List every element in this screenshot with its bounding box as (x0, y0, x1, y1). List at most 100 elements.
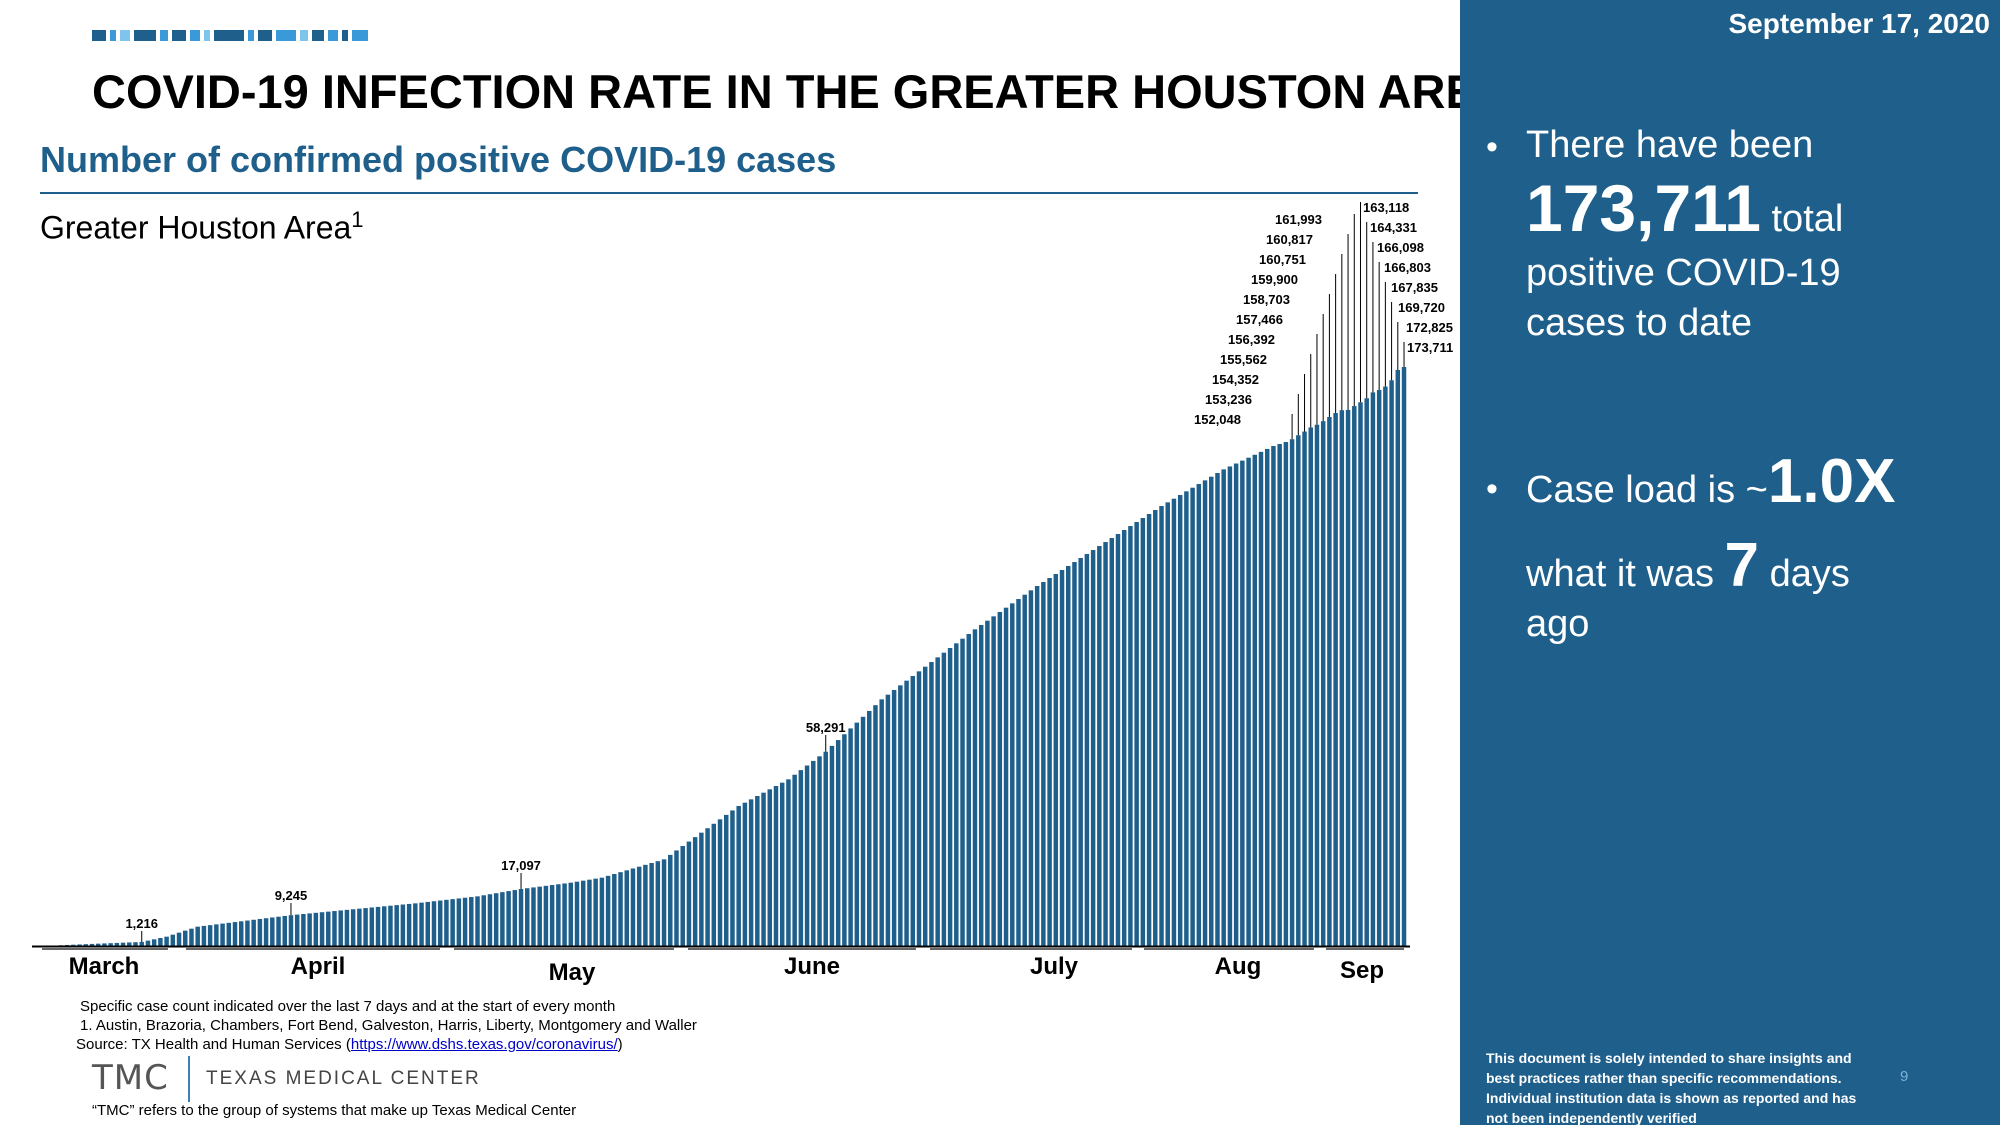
data-label: 169,720 (1398, 300, 1445, 315)
bar (1215, 473, 1220, 946)
bar (823, 751, 828, 946)
strip-segment (300, 30, 308, 41)
data-label: 164,331 (1370, 220, 1417, 235)
bar (1103, 542, 1108, 946)
org-name: TEXAS MEDICAL CENTER (206, 1068, 481, 1089)
bar (332, 911, 337, 946)
bar (543, 885, 549, 946)
bar (1190, 487, 1195, 946)
bar (724, 814, 729, 946)
bar (686, 841, 692, 946)
data-label: 9,245 (275, 888, 308, 903)
bar (985, 620, 990, 946)
bar (232, 922, 238, 946)
bar (1109, 538, 1115, 946)
data-label: 172,825 (1406, 320, 1453, 335)
bar (1383, 386, 1388, 947)
bar (276, 916, 281, 946)
bar (605, 875, 611, 946)
bar (369, 907, 375, 946)
bar (133, 942, 138, 946)
strip-segment (92, 30, 106, 41)
bar (1258, 451, 1264, 946)
bar (1128, 526, 1133, 946)
bar (1028, 590, 1034, 946)
data-label: 157,466 (1236, 312, 1283, 327)
bar (1370, 392, 1376, 946)
footnote-counties: 1. Austin, Brazoria, Chambers, Fort Bend… (80, 1017, 697, 1034)
bar (748, 799, 754, 946)
bar (1221, 469, 1226, 946)
bullet-marker-2: • (1486, 470, 1498, 508)
bar (717, 819, 723, 946)
bar (456, 898, 462, 946)
bar (108, 943, 113, 946)
bar (562, 883, 567, 946)
data-label: 17,097 (501, 858, 541, 873)
bar (388, 905, 393, 946)
bar (251, 919, 256, 946)
bar (1264, 448, 1270, 946)
bullet2-mid: what it was (1526, 553, 1714, 595)
bar (214, 924, 219, 946)
bar (1209, 476, 1214, 946)
summary-panel: September 17, 2020 • There have been 173… (1460, 0, 2000, 1126)
bar (1246, 457, 1251, 946)
tmc-logo: TMC (92, 1058, 169, 1098)
bar (1320, 421, 1326, 946)
bar (668, 854, 673, 946)
bullet1-line1: There have been (1526, 124, 1814, 166)
bar (1010, 603, 1015, 946)
bar (1233, 463, 1239, 946)
bar (400, 904, 406, 946)
bar (643, 864, 648, 946)
bar (1376, 390, 1382, 946)
bar (226, 922, 232, 946)
bullet1-line4: cases to date (1526, 302, 1753, 344)
bar (425, 901, 431, 946)
bar (1345, 409, 1351, 947)
bar (599, 877, 605, 946)
bullet1-line3: positive COVID-19 (1526, 252, 1841, 294)
bar (1277, 444, 1282, 946)
bar (947, 648, 953, 946)
cases-bar-chart: March April May June July Aug Sep 1,216 9,245 17,… (32, 200, 1453, 986)
bar (1034, 586, 1040, 946)
source-link[interactable]: https://www.dshs.texas.gov/coronavirus/ (350, 1036, 618, 1053)
chart-subtitle: Number of confirmed positive COVID-19 ca… (40, 139, 837, 180)
bar (1196, 484, 1202, 946)
bar (151, 939, 157, 946)
page-number: 9 (1900, 1068, 1909, 1085)
strip-segment (258, 30, 272, 41)
disclaimer-text: This document is solely intended to shar… (1486, 1050, 1857, 1126)
bar (1097, 546, 1102, 946)
bar (189, 928, 194, 946)
bar (817, 756, 822, 946)
bar (556, 884, 561, 946)
data-label: 163,118 (1363, 200, 1409, 215)
month-label: March (69, 953, 140, 980)
bar (195, 926, 200, 946)
bar (257, 919, 263, 946)
bar (755, 796, 760, 946)
bar (966, 634, 971, 946)
bar (1240, 460, 1245, 946)
bar (537, 886, 542, 946)
bar (860, 716, 866, 946)
tmc-note: “TMC” refers to the group of systems tha… (92, 1102, 577, 1119)
bullet1-line2: 173,711 total (1526, 170, 1843, 246)
bar (1364, 398, 1369, 946)
source-line: Source: TX Health and Human Services (ht… (76, 1036, 623, 1053)
bar (413, 903, 418, 946)
strip-segment (190, 30, 200, 41)
month-label: April (291, 953, 346, 980)
bar (500, 892, 505, 946)
bar (357, 908, 362, 946)
strip-segment (352, 30, 368, 41)
data-label: 161,993 (1275, 212, 1322, 227)
bar (288, 915, 294, 946)
bar (481, 895, 486, 946)
bar (518, 889, 524, 946)
strip-segment (110, 30, 116, 41)
bar (1302, 431, 1307, 946)
